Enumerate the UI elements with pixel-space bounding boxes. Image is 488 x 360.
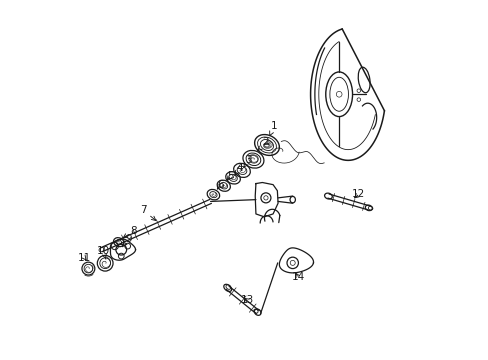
Text: 2: 2 xyxy=(257,138,269,150)
Text: 7: 7 xyxy=(140,205,156,220)
Text: 9: 9 xyxy=(122,234,131,247)
Text: 3: 3 xyxy=(243,155,252,168)
Text: 13: 13 xyxy=(240,296,253,305)
Text: 6: 6 xyxy=(217,180,223,190)
Text: 4: 4 xyxy=(234,163,243,176)
Text: 10: 10 xyxy=(97,247,110,259)
Text: 8: 8 xyxy=(123,226,137,238)
Text: 14: 14 xyxy=(291,272,304,282)
Text: 11: 11 xyxy=(78,253,91,263)
Text: 1: 1 xyxy=(269,121,277,136)
Text: 5: 5 xyxy=(226,171,233,181)
Text: 12: 12 xyxy=(351,189,365,199)
